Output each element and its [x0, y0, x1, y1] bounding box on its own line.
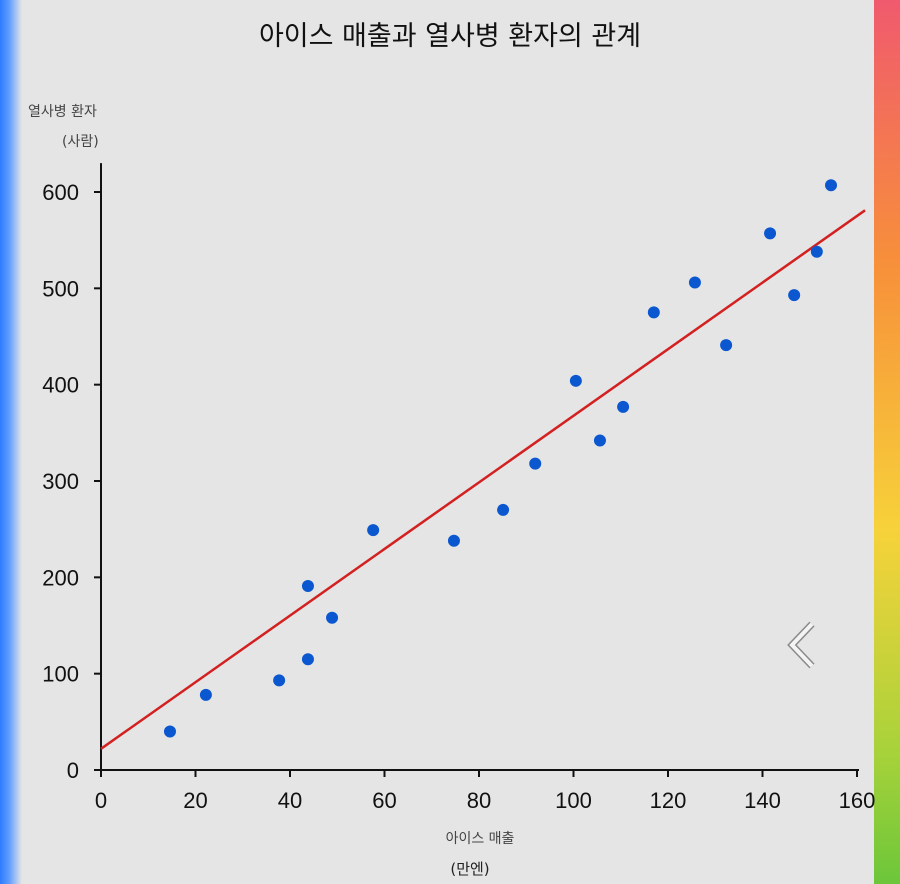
y-tick-label: 600	[42, 180, 79, 205]
y-axis-unit: (사람)	[62, 134, 99, 150]
data-point	[810, 245, 823, 258]
data-point	[617, 400, 630, 413]
left-edge-glow	[0, 0, 22, 884]
data-point	[529, 457, 542, 470]
x-tick-label: 40	[278, 788, 302, 813]
data-point	[593, 434, 606, 447]
x-tick-label: 160	[839, 788, 876, 813]
x-tick-label: 120	[650, 788, 687, 813]
y-tick-label: 500	[42, 276, 79, 301]
data-point	[273, 674, 286, 687]
data-point	[497, 503, 510, 516]
chart-title: 아이스 매출과 열사병 환자의 관계	[258, 21, 642, 52]
data-point	[764, 227, 777, 240]
data-point	[447, 534, 460, 547]
data-point	[301, 653, 314, 666]
y-tick-label: 300	[42, 469, 79, 494]
y-tick-label: 0	[67, 758, 79, 783]
x-tick-label: 0	[95, 788, 107, 813]
y-axis-label: 열사병 환자	[28, 104, 97, 120]
trend-line	[100, 209, 866, 750]
data-point	[825, 179, 838, 192]
x-axis-label: 아이스 매출	[445, 831, 515, 847]
data-point	[199, 688, 212, 701]
y-tick-label: 100	[42, 662, 79, 687]
data-point	[688, 276, 701, 289]
data-point	[720, 339, 733, 352]
data-point	[163, 725, 176, 738]
x-tick-label: 140	[744, 788, 781, 813]
y-tick-label: 400	[42, 373, 79, 398]
x-tick-label: 100	[555, 788, 592, 813]
right-edge-glow	[860, 0, 900, 884]
data-point	[326, 611, 339, 624]
chevron-left-icon[interactable]	[786, 620, 820, 670]
x-axis-unit: (만엔)	[450, 860, 490, 878]
data-point	[788, 289, 801, 302]
data-point	[647, 306, 660, 319]
x-tick-label: 60	[372, 788, 396, 813]
x-tick-label: 80	[467, 788, 491, 813]
data-point	[569, 374, 582, 387]
data-point	[301, 580, 314, 593]
y-tick-label: 200	[42, 565, 79, 590]
data-point	[367, 524, 380, 537]
x-tick-label: 20	[183, 788, 207, 813]
